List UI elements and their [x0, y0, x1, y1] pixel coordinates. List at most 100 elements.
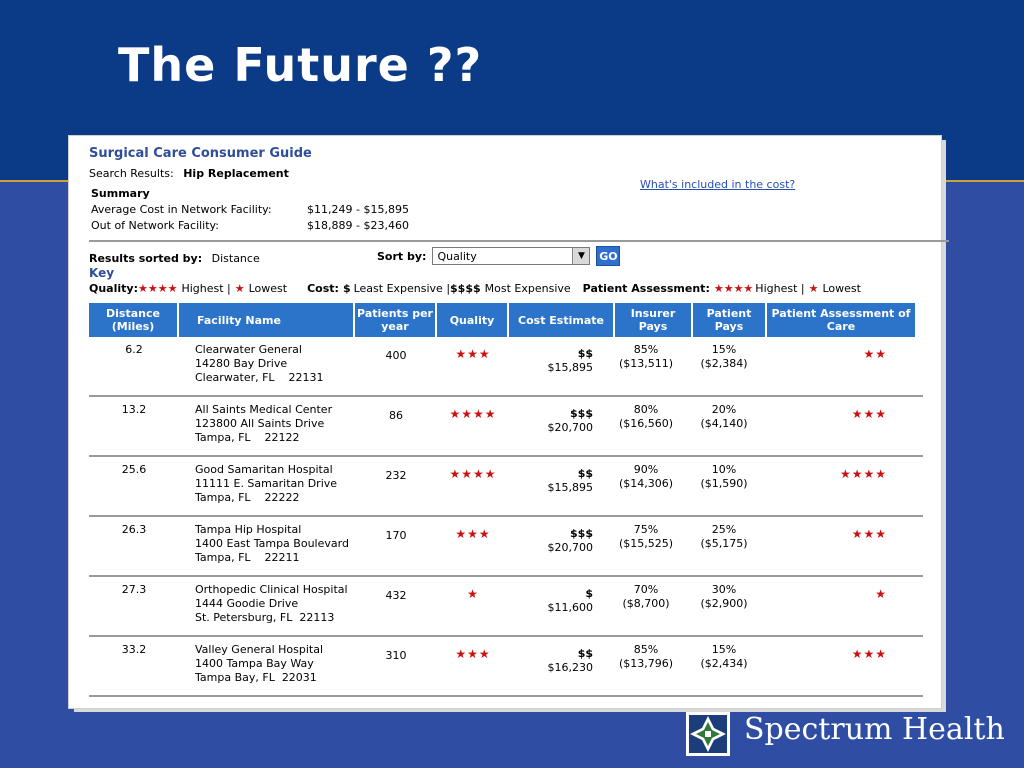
header-assessment[interactable]: Patient Assessment of Care [767, 303, 915, 337]
consumer-guide-screenshot: Surgical Care Consumer Guide Search Resu… [68, 135, 949, 709]
header-cost[interactable]: Cost Estimate [509, 303, 613, 337]
cost-cell: $$$ $20,700 [509, 397, 605, 455]
search-results: Search Results: Hip Replacement [89, 167, 289, 180]
sortby-label: Sort by: [377, 249, 427, 263]
distance-cell: 25.6 [121, 463, 147, 476]
sort-control: Sort by: Quality ▼ GO [377, 246, 621, 266]
patients-cell: 86 [389, 409, 403, 422]
quality-stars: ★★★ [455, 347, 491, 361]
avg-cost-value: $11,249 - $15,895 [307, 203, 409, 216]
table-row[interactable]: 6.2 Clearwater General 14280 Bay Drive C… [89, 337, 923, 397]
patient-amount: ($4,140) [700, 417, 748, 430]
key-patient-high: Highest | [755, 282, 805, 295]
facility-cell: Clearwater General 14280 Bay Drive Clear… [179, 337, 355, 395]
key-quality-high: Highest | [181, 282, 231, 295]
sorted-label: Results sorted by: [89, 252, 203, 265]
divider [89, 240, 949, 242]
insurer-cell: 90% ($14,306) [605, 457, 687, 515]
cost-symbol: $$ [577, 647, 593, 660]
header-insurer[interactable]: Insurer Pays [615, 303, 691, 337]
assessment-cell: ★ [761, 577, 911, 635]
facility-address: 14280 Bay Drive [195, 357, 288, 370]
dropdown-arrow-icon[interactable]: ▼ [572, 248, 590, 264]
facility-cell: All Saints Medical Center 123800 All Sai… [179, 397, 355, 455]
facility-city: Tampa, FL 22222 [195, 491, 300, 504]
avg-cost-label: Average Cost in Network Facility: [91, 203, 272, 216]
go-button[interactable]: GO [596, 246, 621, 266]
insurer-amount: ($16,560) [618, 417, 674, 430]
insurer-cell: 75% ($15,525) [605, 517, 687, 575]
facility-cell: Good Samaritan Hospital 11111 E. Samarit… [179, 457, 355, 515]
sort-select[interactable]: Quality ▼ [432, 247, 591, 265]
slide-title: The Future ?? [118, 38, 483, 92]
facility-address: 1400 Tampa Bay Way [195, 657, 314, 670]
key-patient-high-stars: ★★★★ [713, 282, 754, 295]
patient-pct: 15% [711, 643, 737, 656]
table-row[interactable]: 33.2 Valley General Hospital 1400 Tampa … [89, 637, 923, 697]
patient-pays-cell: 30% ($2,900) [687, 577, 761, 635]
patient-pays-cell: 15% ($2,384) [687, 337, 761, 395]
results-table: Distance (Miles) Facility Name Patients … [89, 303, 923, 697]
insurer-pct: 70% [633, 583, 659, 596]
insurer-pct: 85% [633, 643, 659, 656]
patients-cell: 310 [385, 649, 407, 662]
header-quality[interactable]: Quality [437, 303, 507, 337]
cost-included-link[interactable]: What's included in the cost? [640, 178, 796, 191]
facility-address: 11111 E. Samaritan Drive [195, 477, 338, 490]
facility-name[interactable]: Orthopedic Clinical Hospital [195, 583, 348, 596]
facility-name[interactable]: All Saints Medical Center [195, 403, 333, 416]
header-facility[interactable]: Facility Name [179, 303, 353, 337]
facility-name[interactable]: Tampa Hip Hospital [195, 523, 302, 536]
header-patients[interactable]: Patients per year [355, 303, 435, 337]
assessment-stars: ★★ [863, 347, 887, 361]
assessment-cell: ★★★ [761, 517, 911, 575]
cost-value: $20,700 [547, 421, 594, 434]
insurer-amount: ($8,700) [622, 597, 670, 610]
header-patient-pays[interactable]: Patient Pays [693, 303, 765, 337]
patients-cell: 232 [385, 469, 407, 482]
quality-stars: ★★★ [455, 647, 491, 661]
cost-symbol: $$ [577, 347, 593, 360]
quality-cell: ★★★ [437, 517, 509, 575]
distance-cell: 6.2 [125, 343, 143, 356]
table-row[interactable]: 27.3 Orthopedic Clinical Hospital 1444 G… [89, 577, 923, 637]
table-row[interactable]: 25.6 Good Samaritan Hospital 11111 E. Sa… [89, 457, 923, 517]
insurer-cell: 85% ($13,511) [605, 337, 687, 395]
insurer-amount: ($13,796) [618, 657, 674, 670]
cost-cell: $ $11,600 [509, 577, 605, 635]
patient-pct: 10% [711, 463, 737, 476]
patient-pays-cell: 10% ($1,590) [687, 457, 761, 515]
assessment-stars: ★★★★ [839, 467, 887, 481]
patient-pct: 25% [711, 523, 737, 536]
patient-pct: 15% [711, 343, 737, 356]
table-header: Distance (Miles) Facility Name Patients … [89, 303, 923, 337]
header-distance[interactable]: Distance (Miles) [89, 303, 177, 337]
insurer-amount: ($15,525) [618, 537, 674, 550]
key-quality-low: Lowest [248, 282, 288, 295]
patient-pct: 20% [711, 403, 737, 416]
facility-name[interactable]: Valley General Hospital [195, 643, 324, 656]
cost-value: $16,230 [547, 661, 594, 674]
quality-cell: ★ [437, 577, 509, 635]
cost-symbol: $$$ [570, 407, 593, 420]
summary: Summary Average Cost in Network Facility… [91, 186, 409, 234]
facility-city: Tampa, FL 22122 [195, 431, 300, 444]
sort-select-value: Quality [437, 249, 477, 263]
insurer-pct: 85% [633, 343, 659, 356]
table-body: 6.2 Clearwater General 14280 Bay Drive C… [89, 337, 923, 697]
patient-amount: ($5,175) [700, 537, 748, 550]
cost-cell: $$$ $20,700 [509, 517, 605, 575]
facility-name[interactable]: Clearwater General [195, 343, 302, 356]
table-row[interactable]: 26.3 Tampa Hip Hospital 1400 East Tampa … [89, 517, 923, 577]
key-quality-high-stars: ★★★★ [137, 282, 178, 295]
quality-cell: ★★★ [437, 637, 509, 695]
quality-stars: ★★★★ [449, 407, 497, 421]
insurer-pct: 75% [633, 523, 659, 536]
facility-name[interactable]: Good Samaritan Hospital [195, 463, 333, 476]
insurer-pct: 90% [633, 463, 659, 476]
table-row[interactable]: 13.2 All Saints Medical Center 123800 Al… [89, 397, 923, 457]
cost-symbol: $$ [577, 467, 593, 480]
distance-cell: 13.2 [121, 403, 147, 416]
key-cost-high: Most Expensive [484, 282, 571, 295]
key-cost-low-sym: $ [342, 282, 351, 295]
